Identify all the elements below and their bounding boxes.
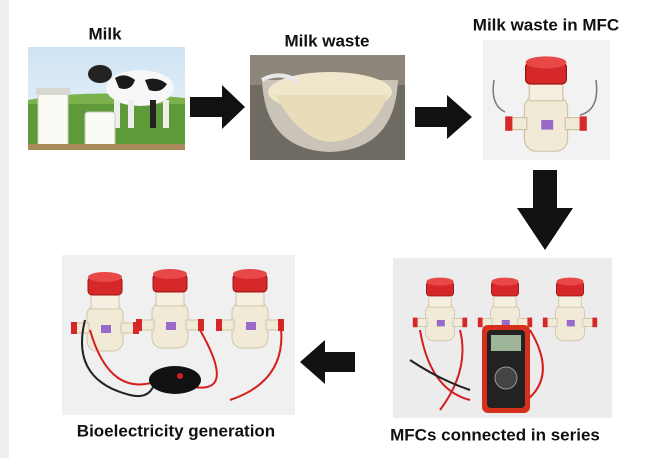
step-label: Milk: [88, 24, 122, 43]
step-label: Bioelectricity generation: [77, 421, 275, 440]
step-label: MFCs connected in series: [390, 425, 600, 444]
mfcs-series-image: [393, 258, 612, 418]
mfc-image: [483, 40, 610, 160]
step-label: Milk waste: [284, 31, 369, 50]
side-strip: [0, 0, 9, 458]
milk-waste-image: [250, 55, 405, 160]
arrow: [517, 170, 573, 250]
step-label: Milk waste in MFC: [473, 15, 619, 34]
arrow: [190, 85, 245, 129]
arrow: [415, 95, 472, 139]
milk-image: [28, 47, 185, 150]
bioelectricity-image: [62, 255, 295, 415]
arrow: [300, 340, 355, 384]
